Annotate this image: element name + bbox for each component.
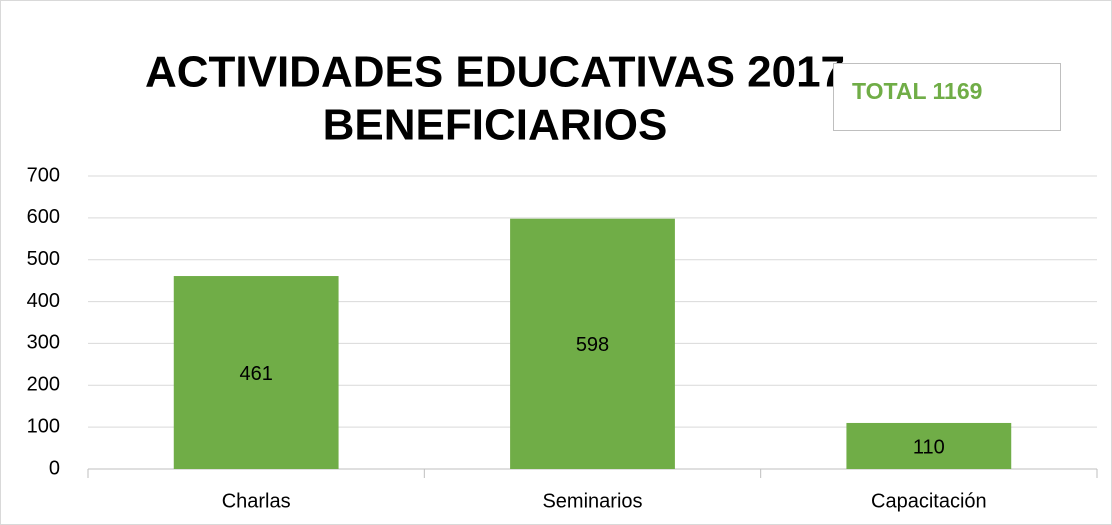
y-tick-label: 700 — [27, 164, 60, 186]
y-tick-label: 100 — [27, 415, 60, 437]
x-tick-label: Charlas — [222, 490, 291, 512]
chart-title: BENEFICIARIOS — [323, 101, 668, 150]
x-tick-label: Capacitación — [871, 490, 987, 512]
y-tick-label: 300 — [27, 332, 60, 354]
annotation: TOTAL 1169 — [852, 78, 982, 104]
annotation-box — [833, 63, 1061, 131]
y-tick-label: 0 — [49, 457, 60, 479]
x-tick-label: Seminarios — [542, 490, 642, 512]
y-tick-label: 600 — [27, 206, 60, 228]
data-label: 110 — [913, 436, 945, 458]
chart-title: ACTIVIDADES EDUCATIVAS 2017 — [145, 48, 845, 97]
bar — [846, 422, 1012, 469]
bar — [173, 276, 339, 469]
y-tick-label: 500 — [27, 248, 60, 270]
y-tick-label: 200 — [27, 374, 60, 396]
data-label: 461 — [239, 363, 272, 385]
y-tick-label: 400 — [27, 290, 60, 312]
data-label: 598 — [576, 334, 609, 356]
bar — [510, 218, 675, 469]
